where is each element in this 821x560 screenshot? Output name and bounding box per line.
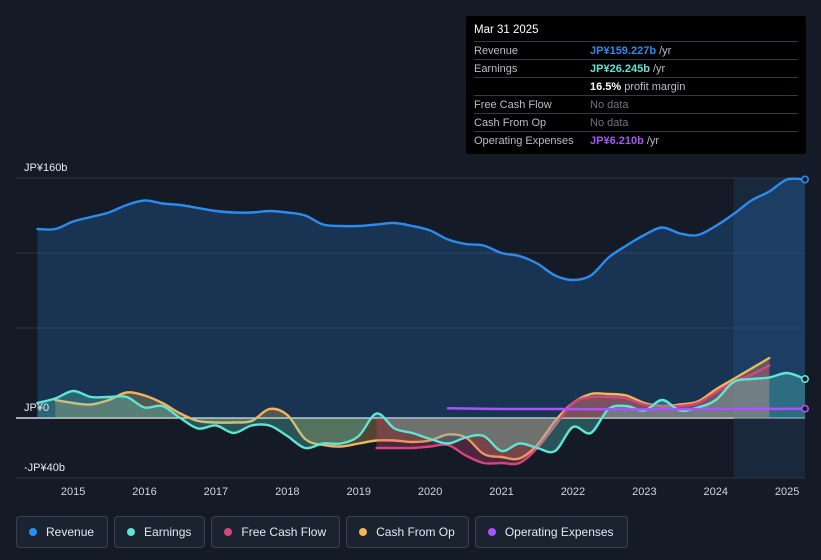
revenue-line [36, 177, 807, 282]
x-tick-label: 2025 [775, 486, 799, 498]
x-tick-label: 2022 [561, 486, 585, 498]
legend-label: Operating Expenses [504, 525, 614, 539]
free-cash-flow-area [376, 365, 770, 465]
legend-label: Cash From Op [376, 525, 455, 539]
legend-dot-icon [487, 528, 496, 536]
tooltip-row-unit: profit margin [624, 80, 686, 93]
tooltip-panel: Mar 31 2025 Revenue JP¥159.227b/yr Earning… [466, 16, 806, 154]
x-tick-label: 2021 [489, 486, 513, 498]
x-tick-label: 2018 [275, 486, 299, 498]
legend-label: Revenue [46, 525, 95, 539]
legend-label: Free Cash Flow [241, 525, 327, 539]
tooltip-row-value: No data [590, 98, 629, 111]
tooltip-row-value: JP¥26.245b [590, 62, 650, 75]
tooltip-rows: Revenue JP¥159.227b/yr Earnings JP¥26.245b /… [474, 41, 798, 149]
tooltip-row: Earnings JP¥26.245b/yr [474, 59, 798, 77]
x-tick-label: 2015 [61, 486, 85, 498]
x-tick-label: 2017 [204, 486, 228, 498]
legend-item-operating-expenses[interactable]: Operating Expenses [474, 516, 628, 548]
tooltip-row-value: JP¥159.227b [590, 44, 657, 57]
y-tick-label: JP¥160b [24, 162, 67, 174]
legend: Revenue Earnings Free Cash Flow Cash From O… [16, 516, 628, 548]
tooltip-row-unit: /yr [659, 44, 672, 57]
earnings-area [37, 372, 805, 453]
legend-dot-icon [224, 528, 233, 536]
tooltip-row: Revenue JP¥159.227b/yr [474, 41, 798, 59]
y-tick-label: -JP¥40b [24, 462, 65, 474]
tooltip-date: Mar 31 2025 [474, 24, 539, 36]
operating-expenses-end-marker [800, 404, 809, 413]
tooltip-row-label: Cash From Op [474, 116, 547, 129]
tooltip-row-label: Free Cash Flow [474, 98, 552, 111]
legend-item-revenue[interactable]: Revenue [16, 516, 109, 548]
tooltip-row: Operating Expenses JP¥6.210b/yr [474, 131, 798, 149]
tooltip-row-label: Revenue [474, 44, 519, 57]
revenue-end-marker [800, 175, 809, 184]
tooltip-row: Cash From Op No data [474, 113, 798, 131]
revenue-area [37, 178, 805, 418]
tooltip-row: 16.5% profit margin [474, 77, 798, 95]
x-tick-label: 2023 [632, 486, 656, 498]
operating-expenses-line [446, 407, 807, 411]
tooltip-row-unit: /yr [646, 134, 660, 147]
legend-dot-icon [359, 528, 368, 536]
tooltip-row-value: JP¥6.210b [590, 134, 644, 147]
grid [16, 177, 805, 479]
legend-item-earnings[interactable]: Earnings [114, 516, 206, 548]
tooltip-row-value: 16.5% [590, 80, 622, 93]
series-layer [36, 175, 809, 466]
x-tick-label: 2024 [704, 486, 728, 498]
y-axis: JP¥160b JP¥0 -JP¥40b [24, 162, 67, 474]
earnings-end-marker [800, 374, 809, 383]
tooltip-row-label: Earnings [474, 62, 518, 75]
legend-label: Earnings [144, 525, 192, 539]
legend-item-cash-from-op[interactable]: Cash From Op [346, 516, 469, 548]
legend-dot-icon [127, 528, 136, 536]
x-axis: 2015 2016 2017 2018 2019 2020 2021 2022 2023 2024… [61, 486, 800, 498]
tooltip-row-value: No data [590, 116, 629, 129]
forecast-highlight-band [733, 178, 805, 478]
free-cash-flow-line [375, 364, 771, 466]
tooltip-row-label: Operating Expenses [474, 134, 574, 147]
legend-dot-icon [29, 528, 37, 536]
x-tick-label: 2019 [346, 486, 370, 498]
tooltip-row-unit: /yr [652, 62, 666, 75]
y-tick-label: JP¥0 [24, 402, 49, 414]
legend-item-free-cash-flow[interactable]: Free Cash Flow [211, 516, 341, 548]
x-tick-label: 2020 [418, 486, 442, 498]
x-tick-label: 2016 [132, 486, 156, 498]
tooltip-row: Free Cash Flow No data [474, 95, 798, 113]
